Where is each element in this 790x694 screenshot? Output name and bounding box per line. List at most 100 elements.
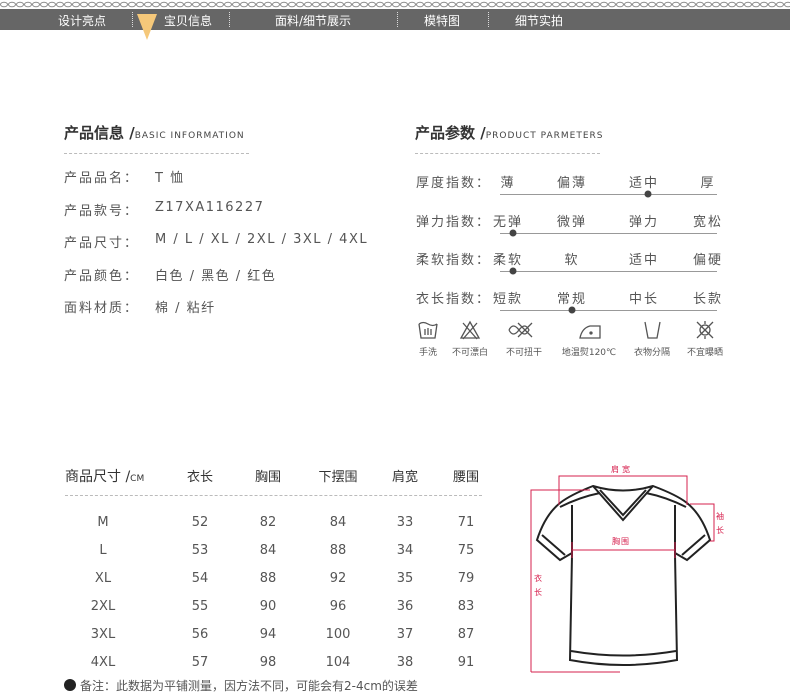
nav-design-highlights[interactable]: 设计亮点 bbox=[57, 14, 107, 28]
scale-option: 薄 bbox=[500, 176, 516, 191]
info-value: 棉 / 粘纤 bbox=[155, 301, 216, 316]
scale-option: 厚 bbox=[700, 176, 716, 191]
info-value: T 恤 bbox=[155, 171, 185, 186]
size-label: 2XL bbox=[90, 599, 116, 614]
column-header: 肩宽 bbox=[391, 470, 419, 485]
params-title: 产品参数 / bbox=[415, 124, 486, 142]
scale-option: 弹力 bbox=[628, 214, 660, 230]
hand-wash-icon bbox=[417, 320, 441, 346]
info-heading: 产品信息 /BASIC INFORMATION bbox=[64, 122, 245, 143]
column-header: 胸围 bbox=[254, 470, 282, 485]
size-value: 54 bbox=[191, 571, 209, 586]
scale-level-marker bbox=[509, 229, 517, 236]
size-value: 88 bbox=[329, 543, 347, 558]
size-value: 57 bbox=[191, 655, 209, 670]
size-value: 71 bbox=[457, 515, 475, 530]
size-value: 98 bbox=[259, 655, 277, 670]
info-value: 白色 / 黑色 / 红色 bbox=[155, 268, 277, 284]
scale-track bbox=[500, 309, 717, 311]
scale-option: 常规 bbox=[556, 291, 588, 307]
info-label: 面料材质： bbox=[64, 301, 140, 316]
size-label: 4XL bbox=[90, 655, 116, 670]
length-label-1: 衣 bbox=[534, 574, 542, 583]
scale-option: 微弹 bbox=[556, 214, 588, 230]
size-value: 75 bbox=[457, 543, 475, 558]
nav-detail-photos[interactable]: 细节实拍 bbox=[514, 14, 564, 28]
info-title: 产品信息 / bbox=[64, 124, 135, 142]
tshirt-size-diagram: 肩宽 胸围 衣 长 袖 长 bbox=[510, 455, 750, 685]
scale-label: 柔软指数： bbox=[416, 253, 492, 268]
size-value: 104 bbox=[325, 655, 351, 670]
decorative-chain-border bbox=[0, 0, 790, 9]
scale-label: 弹力指数： bbox=[416, 214, 492, 230]
size-value: 90 bbox=[259, 599, 277, 614]
size-value: 84 bbox=[259, 543, 277, 558]
column-header: 衣长 bbox=[186, 470, 214, 485]
scale-label: 衣长指数： bbox=[416, 291, 492, 307]
size-value: 96 bbox=[329, 599, 347, 614]
size-label: XL bbox=[94, 571, 112, 586]
scale-option: 无弹 bbox=[492, 214, 524, 230]
no-bleach-icon bbox=[459, 320, 483, 346]
nav-model[interactable]: 模特图 bbox=[423, 14, 461, 28]
size-label: 3XL bbox=[90, 627, 116, 642]
size-value: 84 bbox=[329, 515, 347, 530]
size-value: 88 bbox=[259, 571, 277, 586]
scale-option: 偏硬 bbox=[692, 253, 724, 268]
nav-separator bbox=[397, 12, 398, 27]
scale-level-marker bbox=[644, 190, 652, 198]
chest-label: 胸围 bbox=[612, 537, 630, 546]
info-value: Z17XA116227 bbox=[155, 199, 265, 215]
column-header: 下摆围 bbox=[318, 470, 358, 485]
scale-level-marker bbox=[509, 267, 517, 275]
nav-separator bbox=[132, 12, 133, 27]
scale-option: 偏薄 bbox=[556, 176, 588, 191]
size-table-title: 商品尺寸 / bbox=[65, 469, 131, 485]
column-header: 腰围 bbox=[452, 470, 480, 485]
size-value: 82 bbox=[259, 515, 277, 530]
size-value: 83 bbox=[457, 599, 475, 614]
info-label: 产品品名： bbox=[64, 171, 140, 186]
length-label-2: 长 bbox=[534, 588, 542, 597]
section-nav: 设计亮点 宝贝信息 面料/细节展示 模特图 细节实拍 bbox=[0, 9, 790, 30]
size-value: 52 bbox=[191, 515, 209, 530]
scale-option: 适中 bbox=[628, 176, 660, 191]
care-label: 手洗 bbox=[418, 348, 438, 358]
care-label: 衣物分隔 bbox=[633, 348, 671, 358]
care-label: 不宜曝晒 bbox=[686, 348, 724, 358]
scale-option: 适中 bbox=[628, 253, 660, 268]
sleeve-label-1: 袖 bbox=[716, 512, 724, 521]
size-value: 34 bbox=[396, 543, 414, 558]
info-subtitle: BASIC INFORMATION bbox=[134, 131, 245, 141]
scale-option: 长款 bbox=[692, 291, 724, 307]
size-value: 92 bbox=[329, 571, 347, 586]
nav-separator bbox=[229, 12, 230, 27]
size-value: 53 bbox=[191, 543, 209, 558]
divider bbox=[64, 153, 249, 154]
size-value: 35 bbox=[396, 571, 414, 586]
size-value: 100 bbox=[325, 627, 351, 642]
care-label: 地温熨120℃ bbox=[561, 348, 617, 358]
size-value: 33 bbox=[396, 515, 414, 530]
scale-label: 厚度指数： bbox=[416, 176, 492, 191]
params-heading: 产品参数 /PRODUCT PARMETERS bbox=[415, 122, 604, 143]
no-sun-icon bbox=[694, 320, 718, 346]
size-value: 91 bbox=[457, 655, 475, 670]
nav-separator bbox=[488, 12, 489, 27]
low-iron-icon bbox=[578, 320, 602, 346]
size-value: 37 bbox=[396, 627, 414, 642]
scale-level-marker bbox=[568, 306, 576, 313]
size-value: 87 bbox=[457, 627, 475, 642]
scale-option: 中长 bbox=[628, 291, 660, 307]
info-label: 产品尺寸： bbox=[64, 236, 140, 251]
size-value: 38 bbox=[396, 655, 414, 670]
care-label: 不可扭干 bbox=[505, 348, 543, 358]
scale-option: 软 bbox=[564, 253, 580, 268]
nav-fabric-details[interactable]: 面料/细节展示 bbox=[274, 14, 352, 28]
nav-product-info[interactable]: 宝贝信息 bbox=[163, 14, 213, 28]
scale-option: 短款 bbox=[492, 291, 524, 307]
active-nav-indicator bbox=[137, 14, 157, 40]
scale-option: 柔软 bbox=[492, 253, 524, 268]
no-wring-icon bbox=[507, 320, 543, 346]
size-table-unit: CM bbox=[130, 474, 145, 484]
